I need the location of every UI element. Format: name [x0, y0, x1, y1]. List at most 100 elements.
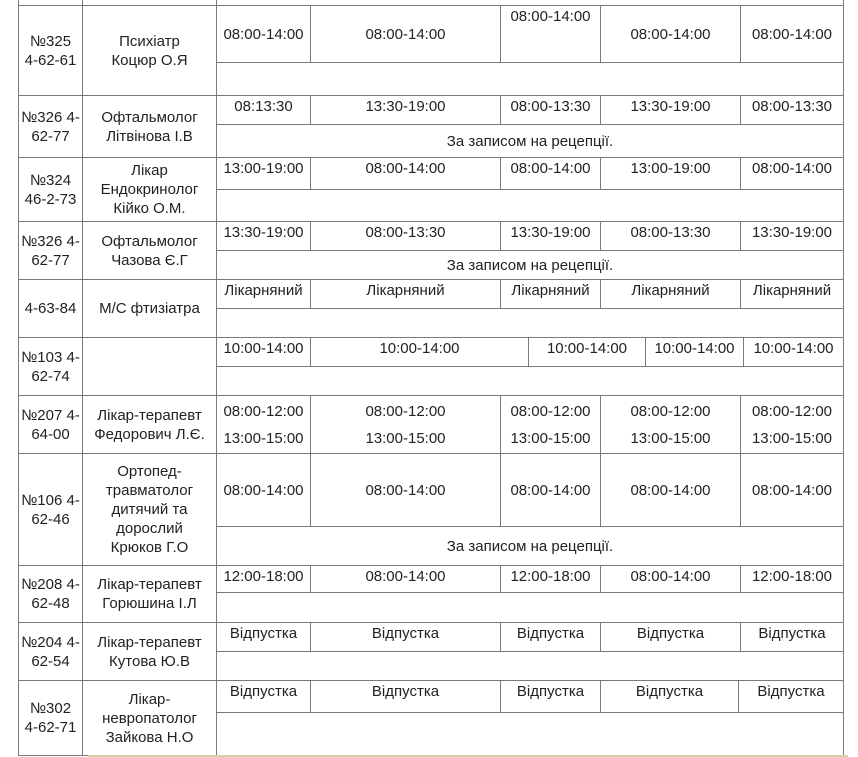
- note-cell: За записом на рецепції.: [216, 526, 844, 566]
- room-cell: №106 4- 62-46: [18, 453, 83, 566]
- time-cell: Відпустка: [500, 680, 601, 713]
- time-cell: 08:00-14:00: [500, 453, 601, 527]
- time-cell: 08:00-14:00: [600, 453, 741, 527]
- time-cell: 10:00-14:00: [743, 337, 844, 367]
- doctor-info: М/С фтизіатра: [99, 300, 200, 317]
- doctor-info: Крюков Г.О: [110, 539, 189, 556]
- work-hours: 13:30-19:00: [223, 224, 304, 241]
- doctor-info: Лікар-терапевт: [97, 633, 202, 651]
- room-cell: №302 4-62-71: [18, 680, 83, 756]
- time-cell: 08:00-12:00 13:00-15:00: [500, 395, 601, 454]
- work-hours: Відпустка: [229, 625, 298, 642]
- room-cell: №326 4- 62-77: [18, 95, 83, 158]
- time-cell: 08:00-13:30: [740, 95, 844, 125]
- room-cell: №103 4- 62-74: [18, 337, 83, 396]
- time-cell: 08:00-14:00: [216, 5, 311, 63]
- work-hours: 08:00-14:00: [751, 160, 833, 177]
- time-cell: Відпустка: [216, 680, 311, 713]
- room-number: 62-54: [31, 652, 70, 670]
- time-cell: Відпустка: [738, 680, 844, 713]
- room-cell: №326 4- 62-77: [18, 221, 83, 280]
- room-number: №324: [29, 171, 72, 189]
- work-hours: 08:13:30: [234, 98, 293, 115]
- doctor-info: Кутова Ю.В: [109, 652, 190, 670]
- work-hours: Відпустка: [516, 683, 585, 700]
- doctor-info: Лікар-терапевт: [97, 576, 202, 593]
- work-hours: 13:00-15:00: [751, 429, 833, 447]
- doctor-cell: Лікар Ендокринолог Кійко О.М.: [82, 157, 217, 222]
- work-hours: 08:00-13:30: [365, 224, 446, 241]
- doctor-cell: Офтальмолог Літвінова І.В: [82, 95, 217, 158]
- time-cell: Відпустка: [740, 622, 844, 652]
- work-hours: Відпустка: [371, 625, 440, 642]
- room-number: 62-46: [31, 510, 70, 528]
- work-hours: 08:00-14:00: [223, 25, 304, 43]
- work-hours: 08:00-13:30: [630, 224, 711, 241]
- doctor-info: Кійко О.М.: [113, 200, 186, 217]
- doctor-cell: Лікар-терапевт Федорович Л.Є.: [82, 395, 217, 454]
- time-cell: 08:00-14:00: [740, 5, 844, 63]
- work-hours: 13:00-15:00: [365, 429, 446, 447]
- work-hours: 08:00-12:00: [510, 402, 591, 420]
- room-number: №204 4-: [21, 633, 80, 651]
- doctor-cell: Лікар-невропатолог Зайкова Н.О: [82, 680, 217, 756]
- note-cell: [216, 712, 844, 756]
- divider: [88, 755, 848, 757]
- doctor-info: дитячий та: [111, 501, 188, 518]
- doctor-cell: Лікар-терапевт Горюшина І.Л: [82, 565, 217, 623]
- work-hours: Відпустка: [636, 625, 705, 642]
- work-hours: 13:00-15:00: [223, 429, 304, 447]
- work-hours: Відпустка: [516, 625, 585, 642]
- work-hours: 08:00-12:00: [223, 402, 304, 420]
- room-cell: №207 4- 64-00: [18, 395, 83, 454]
- room-number: №302: [29, 700, 72, 717]
- doctor-info: Горюшина І.Л: [102, 595, 197, 612]
- work-hours: Відпустка: [229, 683, 298, 700]
- work-hours: 13:30-19:00: [510, 224, 591, 241]
- room-number: 64-00: [31, 425, 70, 443]
- time-cell: Лікарняний: [740, 279, 844, 309]
- doctor-cell: Психіатр Коцюр О.Я: [82, 5, 217, 96]
- time-cell: 08:00-14:00: [310, 157, 501, 190]
- doctor-cell: Офтальмолог Чазова Є.Г: [82, 221, 217, 280]
- work-hours: 08:00-14:00: [510, 481, 591, 499]
- work-hours: 08:00-13:30: [510, 98, 591, 115]
- work-hours: 08:00-14:00: [510, 8, 591, 25]
- work-hours: 10:00-14:00: [379, 340, 460, 357]
- work-hours: 08:00-12:00: [630, 402, 711, 420]
- work-hours: 08:00-14:00: [365, 481, 446, 499]
- work-hours: 08:00-14:00: [630, 25, 711, 43]
- room-number: №326 4-: [21, 232, 80, 250]
- doctor-info: Ортопед-: [117, 463, 182, 480]
- work-hours: Лікарняний: [224, 282, 303, 299]
- room-cell: 4-63-84: [18, 279, 83, 338]
- work-hours: 13:30-19:00: [365, 98, 446, 115]
- time-cell: 08:00-12:00 13:00-15:00: [310, 395, 501, 454]
- work-hours: 08:00-14:00: [510, 160, 591, 177]
- time-cell: 10:00-14:00: [310, 337, 529, 367]
- work-hours: 08:00-14:00: [751, 481, 833, 499]
- room-number: 62-77: [31, 127, 70, 145]
- note-cell: [216, 366, 844, 396]
- work-hours: Відпустка: [635, 683, 704, 700]
- room-cell: №204 4- 62-54: [18, 622, 83, 681]
- room-number: 62-48: [31, 595, 70, 612]
- time-cell: 10:00-14:00: [645, 337, 744, 367]
- room-number: №325: [29, 32, 72, 50]
- time-cell: 08:00-14:00: [740, 453, 844, 527]
- doctor-info: Лікар: [131, 162, 168, 179]
- time-cell: 08:00-14:00: [310, 565, 501, 593]
- time-cell: 13:30-19:00: [600, 95, 741, 125]
- work-hours: Відпустка: [758, 625, 826, 642]
- room-number: 4-62-61: [24, 51, 77, 69]
- note-cell: [216, 189, 844, 222]
- doctor-info: травматолог: [105, 482, 194, 499]
- work-hours: Лікарняний: [631, 282, 710, 299]
- time-cell: Відпустка: [500, 622, 601, 652]
- work-hours: 13:00-15:00: [510, 429, 591, 447]
- doctor-info: Офтальмолог: [101, 232, 198, 250]
- reception-note: За записом на рецепції.: [446, 256, 614, 274]
- work-hours: 08:00-12:00: [751, 402, 833, 420]
- doctor-info: Федорович Л.Є.: [94, 425, 205, 443]
- time-cell: 13:30-19:00: [216, 221, 311, 251]
